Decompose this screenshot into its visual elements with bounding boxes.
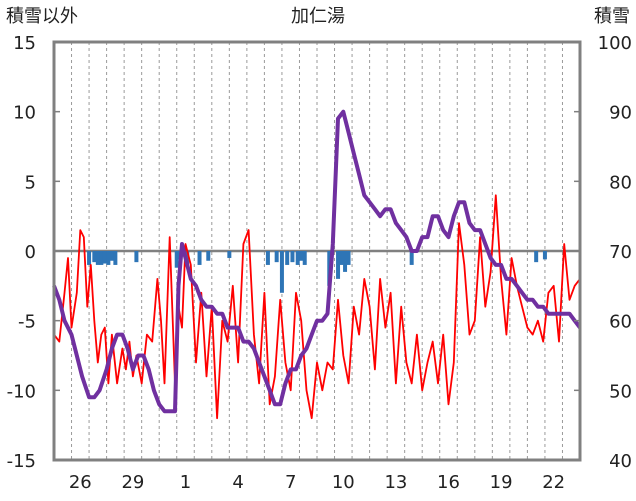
precipitation-bar: [302, 251, 307, 265]
left-tick-label: 15: [13, 33, 36, 54]
precipitation-bar: [109, 251, 114, 261]
left-axis-ticks: 15 10 5 0 -5 -10 -15: [7, 33, 60, 472]
x-tick-label: 1: [180, 472, 191, 493]
precipitation-bar: [99, 251, 104, 265]
x-axis-ticks: 26 29 1 4 7 10 13 16 19 22: [69, 472, 565, 493]
right-axis-ticks: 100 90 80 70 60 50 40: [574, 33, 632, 472]
precipitation-bar: [542, 251, 547, 260]
precipitation-bar: [343, 251, 348, 272]
x-tick-label: 10: [332, 472, 355, 493]
precipitation-bar: [95, 251, 100, 265]
x-tick-label: 22: [542, 472, 565, 493]
precipitation-bar: [295, 251, 300, 265]
precipitation-bar: [285, 251, 290, 265]
precipitation-bars: [87, 251, 547, 293]
right-tick-label: 90: [609, 103, 632, 124]
precipitation-bar: [265, 251, 270, 265]
left-tick-label: -5: [18, 312, 36, 333]
left-tick-label: 10: [13, 103, 36, 124]
x-tick-label: 13: [384, 472, 407, 493]
x-tick-label: 19: [490, 472, 513, 493]
right-tick-label: 60: [609, 312, 632, 333]
precipitation-bar: [336, 251, 341, 279]
precipitation-bar: [290, 251, 295, 263]
snow-depth-series-line: [52, 109, 582, 414]
chart-title: 加仁湯: [291, 6, 345, 27]
precipitation-bar: [274, 251, 279, 263]
x-tick-label: 29: [121, 472, 144, 493]
precipitation-bar: [113, 251, 118, 265]
x-tick-label: 26: [69, 472, 92, 493]
left-tick-label: 0: [25, 242, 36, 263]
right-tick-label: 50: [609, 381, 632, 402]
precipitation-bar: [409, 251, 414, 265]
precipitation-bar: [134, 251, 139, 263]
precipitation-bar: [174, 251, 179, 268]
x-tick-label: 7: [285, 472, 296, 493]
right-tick-label: 100: [598, 33, 632, 54]
precipitation-bar: [206, 251, 211, 261]
right-axis-label: 積雪: [594, 6, 630, 27]
precipitation-bar: [339, 251, 344, 265]
x-tick-label: 4: [232, 472, 243, 493]
temperature-series-line: [53, 194, 581, 420]
right-tick-label: 70: [609, 242, 632, 263]
precipitation-bar: [106, 251, 111, 265]
precipitation-bar: [92, 251, 97, 263]
precipitation-bar: [534, 251, 539, 263]
left-axis-label: 積雪以外: [6, 6, 78, 27]
precipitation-bar: [299, 251, 304, 261]
precipitation-bar: [227, 251, 232, 258]
precipitation-bar: [197, 251, 202, 265]
right-tick-label: 40: [609, 451, 632, 472]
right-tick-label: 80: [609, 172, 632, 193]
left-tick-label: 5: [25, 172, 36, 193]
left-tick-label: -10: [7, 381, 36, 402]
precipitation-bar: [87, 251, 92, 265]
precipitation-bar: [279, 251, 284, 293]
precipitation-bar: [102, 251, 107, 264]
x-tick-label: 16: [437, 472, 460, 493]
precipitation-bar: [346, 251, 351, 265]
left-tick-label: -15: [7, 451, 36, 472]
